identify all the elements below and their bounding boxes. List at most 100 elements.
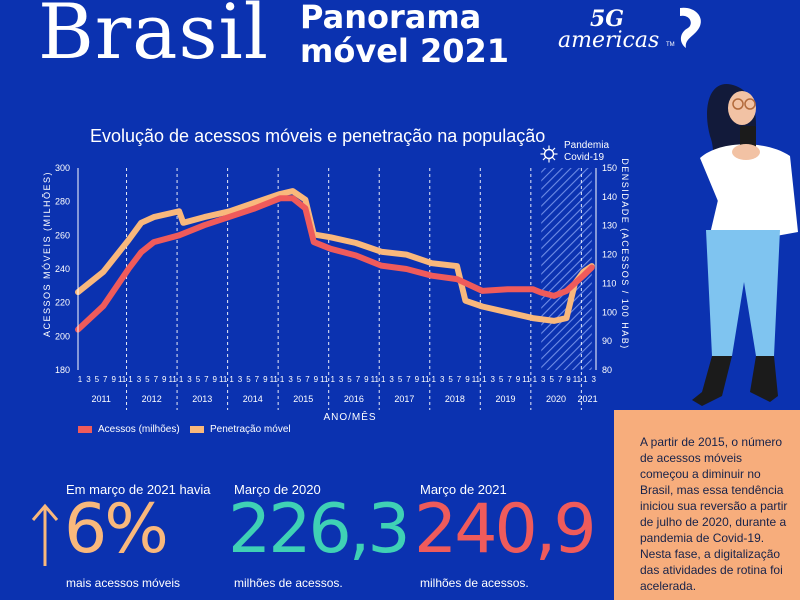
x-tick-month: 3	[389, 375, 394, 384]
legend-swatch-acessos	[78, 425, 92, 433]
x-tick-month: 11	[472, 375, 481, 384]
x-tick-month: 11	[522, 375, 531, 384]
x-tick-month: 7	[154, 375, 159, 384]
x-tick-month: 5	[297, 375, 302, 384]
logo-americas-text: americas	[558, 28, 660, 53]
subtitle-line-1: Panorama	[300, 0, 482, 36]
x-tick-month: 11	[573, 375, 582, 384]
x-axis-label: ANO/MÊS	[323, 410, 376, 423]
x-tick-year: 2014	[243, 394, 263, 404]
x-tick-month: 5	[145, 375, 150, 384]
x-tick-month: 3	[592, 375, 597, 384]
x-tick-month: 1	[432, 375, 437, 384]
y-tick-right: 150	[602, 163, 617, 173]
x-tick-month: 9	[263, 375, 268, 384]
pandemic-label-line-2: Covid-19	[564, 152, 605, 163]
x-tick-year: 2013	[192, 394, 212, 404]
x-tick-month: 7	[457, 375, 462, 384]
x-tick-month: 5	[499, 375, 504, 384]
y-tick-right: 120	[602, 250, 617, 260]
stat-3-value: 240,9	[414, 490, 597, 569]
pandemic-label-line-1: Pandemia	[564, 140, 610, 151]
x-tick-month: 5	[246, 375, 251, 384]
x-tick-month: 3	[490, 375, 495, 384]
legend-swatch-penetracao	[190, 425, 204, 433]
side-text: A partir de 2015, o número de acessos mó…	[640, 435, 788, 593]
x-tick-month: 11	[270, 375, 279, 384]
stat-2-value: 226,3	[228, 490, 411, 569]
x-tick-month: 7	[305, 375, 310, 384]
woman-illustration	[692, 84, 798, 406]
x-tick-year: 2017	[394, 394, 414, 404]
y-tick-right: 80	[602, 365, 612, 375]
stat-3-label: Março de 2021	[420, 482, 507, 497]
y-tick-right: 100	[602, 307, 617, 317]
x-tick-year: 2020	[546, 394, 566, 404]
legend-item-penetracao: Penetração móvel	[190, 424, 291, 435]
logo-figure-icon	[680, 7, 701, 49]
x-tick-month: 9	[111, 375, 116, 384]
x-tick-month: 3	[288, 375, 293, 384]
stat-1-label: Em março de 2021 havia	[66, 482, 211, 497]
legend-label-penetracao: Penetração móvel	[210, 424, 291, 435]
x-tick-month: 5	[95, 375, 100, 384]
y-tick-left: 200	[55, 331, 70, 341]
arrow-up-icon	[31, 503, 59, 566]
page-subtitle: Panorama móvel 2021	[300, 0, 509, 68]
stat-1-foot: mais acessos móveis	[66, 576, 181, 590]
page-title: Brasil	[38, 0, 270, 76]
x-tick-year: 2021	[578, 394, 598, 404]
series-acessos-line	[75, 195, 595, 333]
x-tick-month: 1	[128, 375, 133, 384]
y-tick-right: 90	[602, 336, 612, 346]
x-tick-month: 7	[103, 375, 108, 384]
x-tick-month: 1	[78, 375, 83, 384]
y-tick-left: 260	[55, 230, 70, 240]
x-tick-month: 5	[549, 375, 554, 384]
x-tick-month: 9	[213, 375, 218, 384]
x-tick-year: 2012	[142, 394, 162, 404]
y-tick-left: 300	[55, 163, 70, 173]
x-tick-month: 1	[330, 375, 335, 384]
x-tick-month: 3	[187, 375, 192, 384]
x-tick-month: 11	[320, 375, 329, 384]
x-tick-month: 9	[364, 375, 369, 384]
y-axis-right-label: DENSIDADE (ACESSOS / 100 HAB)	[620, 158, 630, 350]
y-tick-right: 110	[602, 278, 616, 288]
x-tick-month: 9	[516, 375, 521, 384]
x-tick-month: 3	[86, 375, 91, 384]
x-tick-month: 1	[179, 375, 184, 384]
x-tick-month: 3	[541, 375, 546, 384]
x-tick-year: 2019	[495, 394, 515, 404]
x-tick-month: 3	[440, 375, 445, 384]
x-tick-month: 9	[415, 375, 420, 384]
y-tick-right: 140	[602, 192, 617, 202]
x-tick-month: 5	[398, 375, 403, 384]
x-tick-month: 11	[219, 375, 228, 384]
x-tick-month: 3	[339, 375, 344, 384]
x-tick-month: 3	[137, 375, 142, 384]
x-tick-month: 7	[406, 375, 411, 384]
x-tick-month: 11	[421, 375, 430, 384]
x-tick-year: 2018	[445, 394, 465, 404]
y-tick-left: 240	[55, 264, 70, 274]
x-tick-month: 7	[507, 375, 512, 384]
x-tick-month: 3	[238, 375, 243, 384]
stat-2-foot: milhões de acessos.	[234, 576, 343, 590]
x-tick-month: 1	[583, 375, 588, 384]
stat-1-value: 6%	[64, 490, 169, 569]
x-tick-year: 2016	[344, 394, 364, 404]
y-tick-right: 130	[602, 221, 617, 231]
x-tick-month: 5	[448, 375, 453, 384]
x-tick-month: 7	[558, 375, 563, 384]
x-tick-month: 11	[168, 375, 177, 384]
x-tick-month: 7	[204, 375, 209, 384]
stat-3-foot: milhões de acessos.	[420, 576, 529, 590]
x-tick-month: 9	[162, 375, 167, 384]
y-tick-left: 220	[55, 298, 70, 308]
x-tick-month: 1	[229, 375, 234, 384]
chart-title: Evolução de acessos móveis e penetração …	[90, 126, 546, 146]
x-tick-month: 1	[482, 375, 487, 384]
stat-2-label: Março de 2020	[234, 482, 321, 497]
